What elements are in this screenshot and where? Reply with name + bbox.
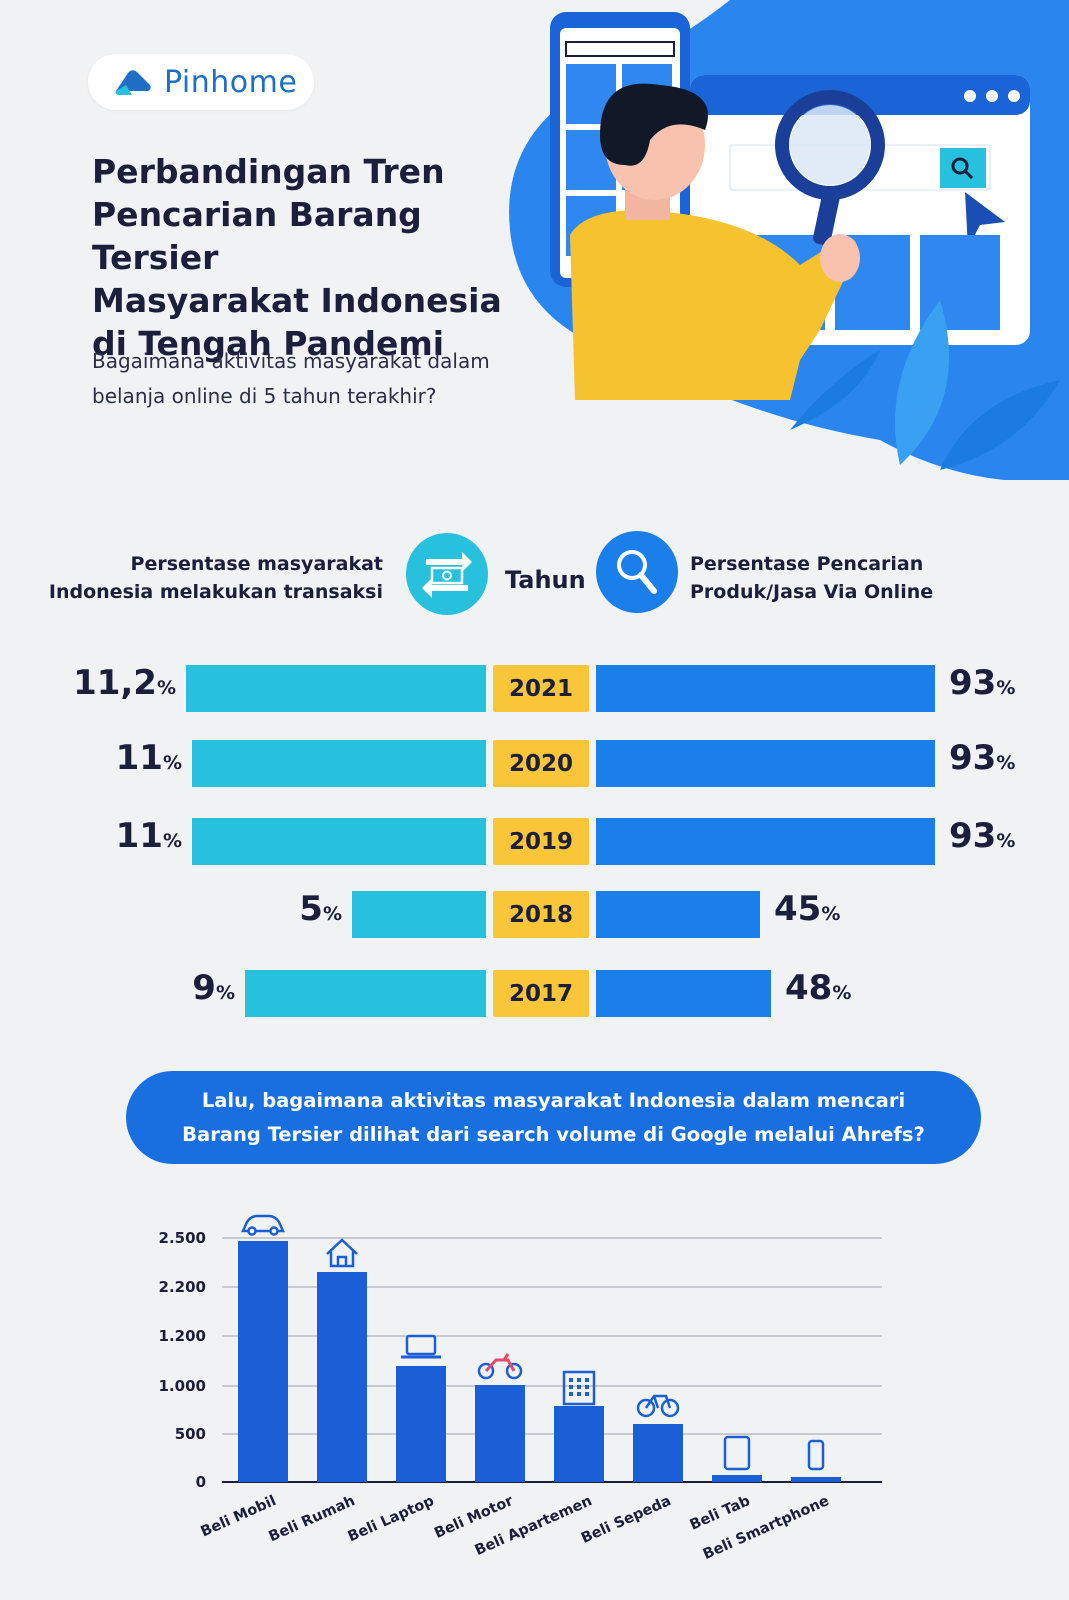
year-column-label: Tahun [505, 566, 586, 594]
transaction-bar-2019 [192, 818, 486, 865]
left-series-legend: Persentase masyarakat Indonesia melakuka… [48, 553, 383, 603]
y-tick-label: 2.200 [159, 1278, 206, 1296]
online-search-bar-2017 [596, 970, 771, 1017]
online-search-bar-2019 [596, 818, 935, 865]
bicycle-icon [636, 1394, 680, 1418]
transaction-bar-2018 [352, 891, 486, 938]
online-search-value-2018: 45% [774, 889, 841, 929]
car-icon [241, 1214, 285, 1236]
year-badge-2018: 2018 [493, 891, 589, 938]
transaction-value-2020: 11% [115, 738, 182, 778]
online-search-bar-2018 [596, 891, 760, 938]
apartment-icon [562, 1370, 596, 1406]
page-subtitle: Bagaimana aktivitas masyarakat dalam bel… [92, 349, 490, 408]
transaction-value-2021: 11,2% [73, 663, 176, 703]
category-label: Beli Mobil [198, 1493, 278, 1540]
online-search-value-2020: 93% [949, 738, 1016, 778]
category-label: Beli Laptop [346, 1493, 437, 1545]
search-volume-bar-6 [712, 1475, 762, 1482]
smartphone-icon [807, 1439, 825, 1471]
year-badge-2019: 2019 [493, 818, 589, 865]
online-search-bar-2021 [596, 665, 935, 712]
search-volume-bar-1 [317, 1272, 367, 1482]
search-volume-bar-7 [791, 1477, 841, 1482]
category-label: Beli Sepeda [579, 1493, 674, 1547]
search-volume-bar-3 [475, 1385, 525, 1482]
category-label: Beli Tab [688, 1493, 753, 1534]
right-series-legend: Persentase Pencarian Produk/Jasa Via Onl… [690, 553, 934, 603]
motorbike-icon [477, 1353, 523, 1380]
search-volume-bar-0 [238, 1241, 288, 1482]
transaction-bar-2021 [186, 665, 486, 712]
money-transfer-icon [406, 533, 488, 615]
y-tick-label: 500 [175, 1425, 206, 1443]
magnifier-icon [596, 531, 678, 613]
search-icon [940, 148, 986, 188]
online-search-value-2021: 93% [949, 663, 1016, 703]
y-tick-label: 0 [196, 1473, 206, 1491]
online-search-value-2019: 93% [949, 816, 1016, 856]
transaction-value-2017: 9% [192, 968, 235, 1008]
transaction-value-2018: 5% [299, 889, 342, 929]
house-icon [326, 1238, 358, 1268]
category-label: Beli Rumah [267, 1493, 358, 1545]
online-search-value-2017: 48% [785, 968, 852, 1008]
y-tick-label: 2.500 [159, 1229, 206, 1247]
cursor-icon [965, 192, 1005, 248]
y-tick-label: 1.000 [159, 1377, 206, 1395]
brand-logo: Pinhome [88, 54, 314, 110]
transaction-bar-2020 [192, 740, 486, 787]
brand-name: Pinhome [164, 64, 298, 100]
year-badge-2020: 2020 [493, 740, 589, 787]
laptop-icon [401, 1334, 441, 1359]
transaction-bar-2017 [245, 970, 486, 1017]
search-volume-bar-2 [396, 1366, 446, 1482]
year-badge-2017: 2017 [493, 970, 589, 1017]
transaction-value-2019: 11% [115, 816, 182, 856]
tablet-icon [723, 1435, 751, 1471]
hero-illustration [509, 0, 1069, 480]
y-tick-label: 1.200 [159, 1327, 206, 1345]
online-search-bar-2020 [596, 740, 935, 787]
pinhome-logo-icon [115, 70, 151, 95]
year-badge-2021: 2021 [493, 665, 589, 712]
page-title: Perbandingan Tren Pencarian Barang Tersi… [92, 152, 502, 363]
search-volume-bar-4 [554, 1406, 604, 1482]
search-volume-bar-5 [633, 1424, 683, 1482]
question-banner: Lalu, bagaimana aktivitas masyarakat Ind… [126, 1071, 981, 1164]
